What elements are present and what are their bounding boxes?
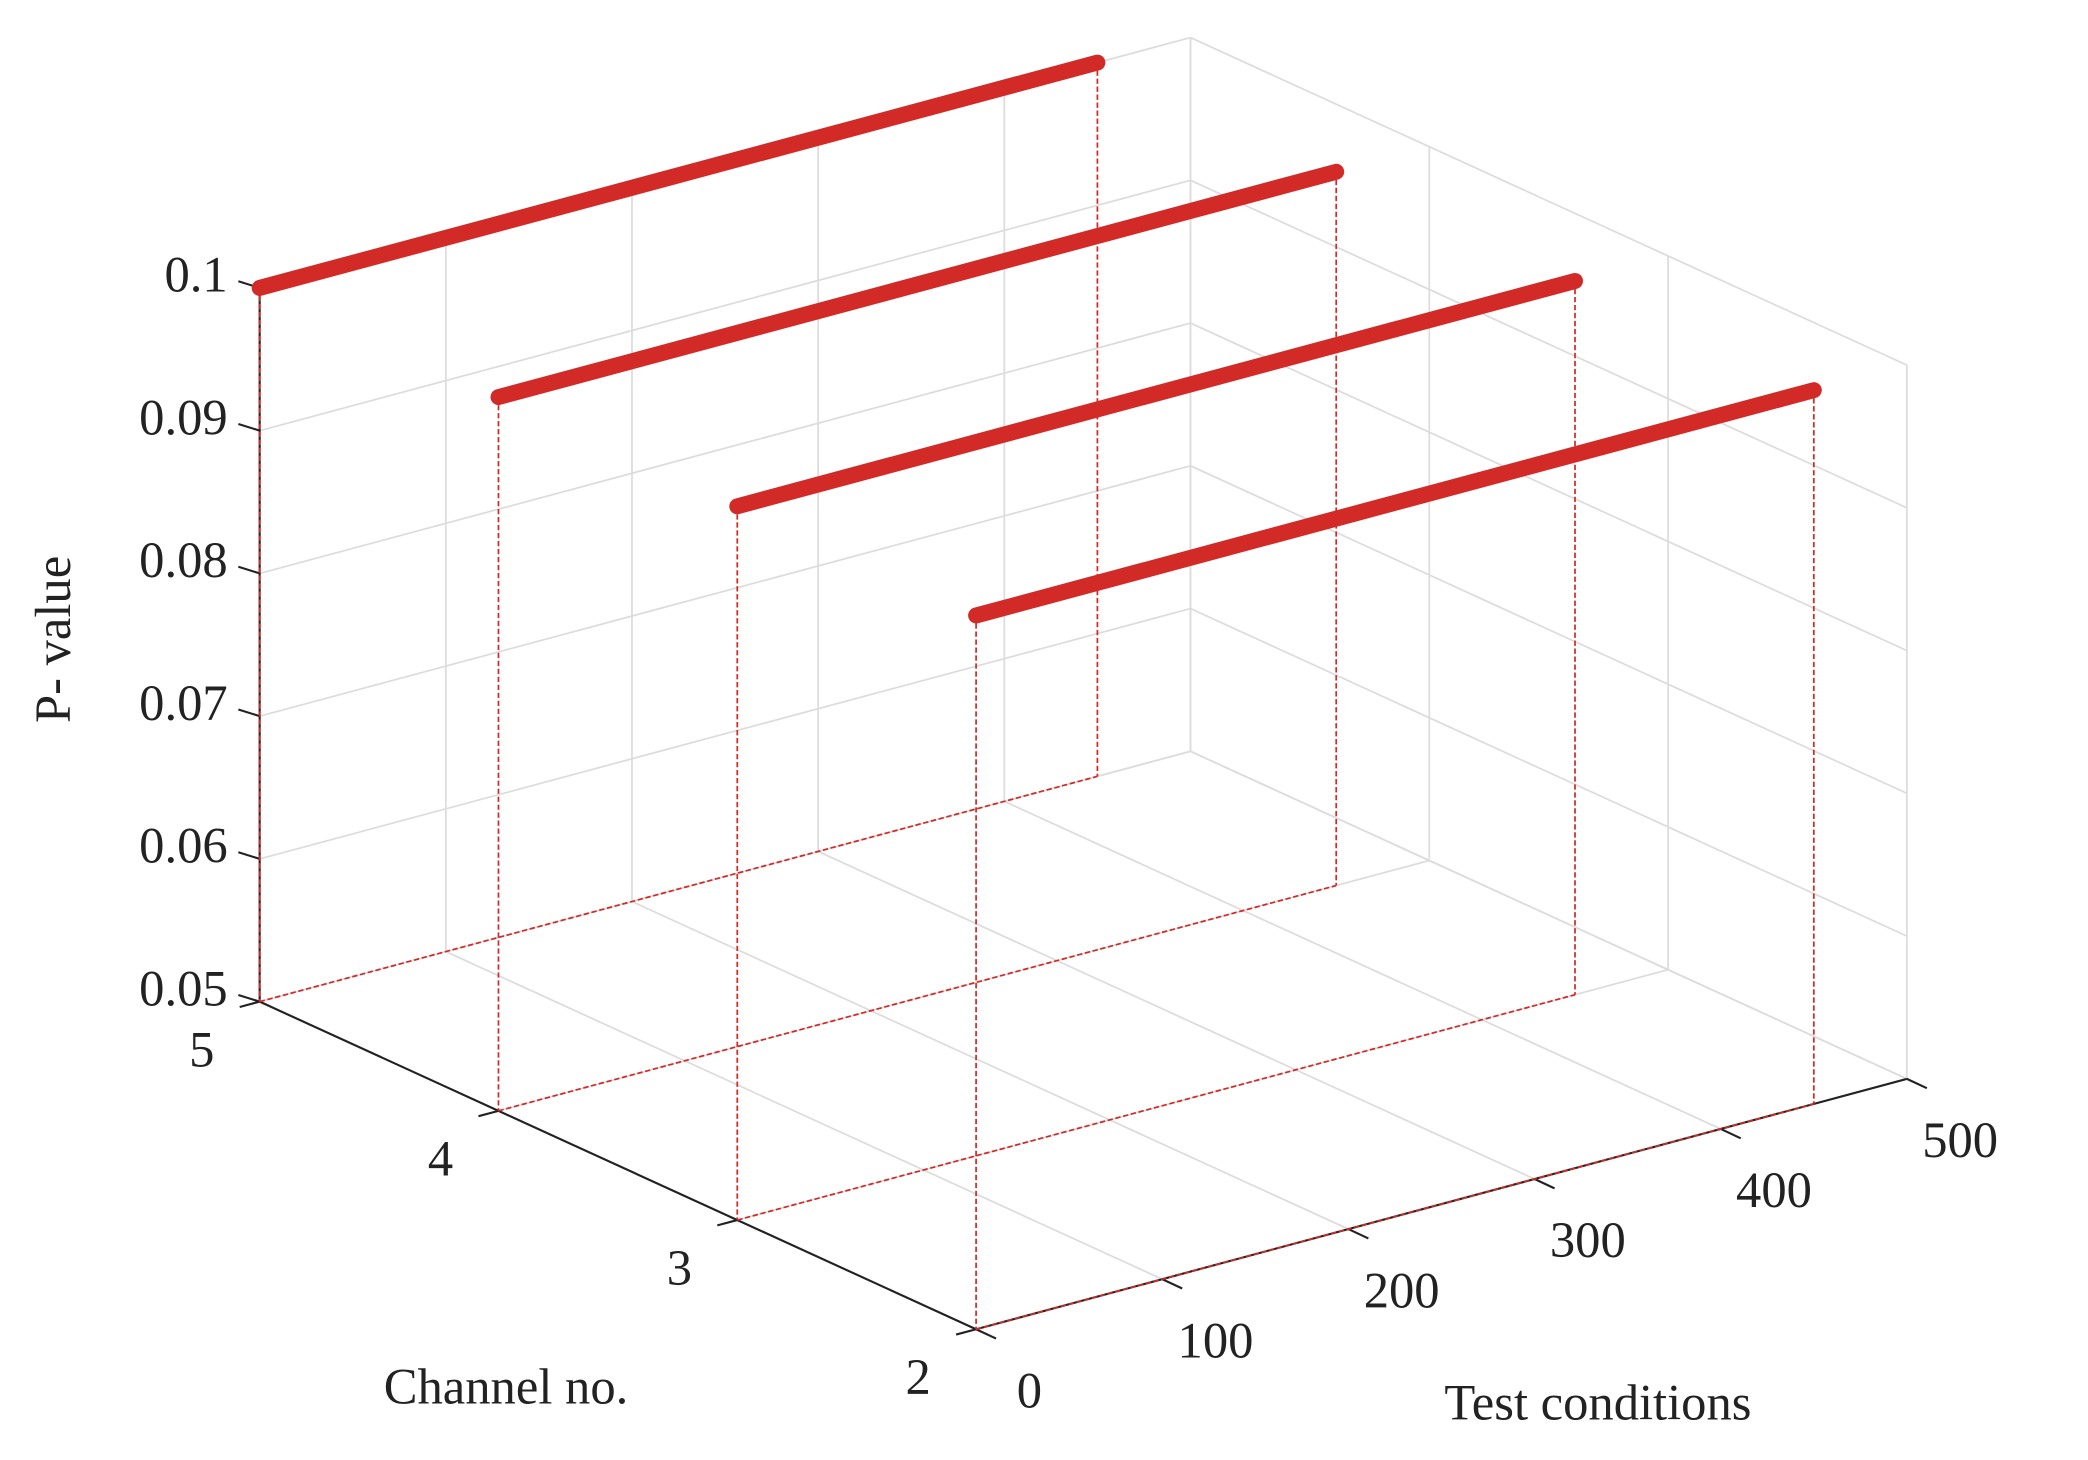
grid-line: [259, 464, 1191, 717]
grid-line: [1190, 465, 1908, 795]
grid-line: [259, 607, 1191, 860]
z-tick-label: 0.08: [139, 532, 228, 588]
y-tick: [717, 1219, 738, 1227]
y-tick-label: 4: [428, 1131, 453, 1187]
x-tick: [1347, 1228, 1369, 1240]
y-axis: [259, 1000, 977, 1331]
series-line: [968, 382, 1822, 624]
grid-line: [1190, 179, 1908, 509]
grid-line: [1003, 800, 1722, 1130]
x-tick-label: 0: [1017, 1362, 1042, 1418]
x-axis-label: Test conditions: [1444, 1374, 1751, 1430]
y-tick: [478, 1109, 499, 1118]
z-tick-label: 0.07: [139, 675, 228, 731]
z-axis-label: P- value: [25, 556, 81, 723]
x-tick-label: 200: [1364, 1262, 1440, 1318]
x-tick: [1720, 1127, 1742, 1140]
z-tick: [238, 422, 260, 432]
grid-line: [259, 322, 1191, 575]
z-tick-label: 0.09: [139, 389, 228, 445]
grid-line: [445, 950, 1163, 1280]
series-line: [490, 163, 1345, 406]
series-line: [251, 54, 1106, 296]
series-line: [729, 272, 1584, 515]
grid-line: [1190, 36, 1908, 366]
z-tick: [238, 708, 260, 718]
x-tick-label: 300: [1550, 1212, 1626, 1268]
z-tick-label: 0.1: [164, 247, 227, 303]
x-tick: [1161, 1278, 1183, 1290]
grid-line: [631, 900, 1349, 1230]
grid-line: [1190, 322, 1908, 652]
grid-line: [259, 179, 1191, 432]
floor-line: [498, 884, 1337, 1112]
floor-line: [975, 1103, 1815, 1331]
grid-line: [817, 850, 1535, 1180]
y-axis-label: Channel no.: [384, 1358, 629, 1414]
z-tick-label: 0.05: [139, 960, 228, 1016]
z-tick-label: 0.06: [139, 818, 228, 874]
z-tick: [238, 851, 260, 860]
floor-line: [259, 775, 1098, 1003]
x-tick-label: 500: [1922, 1112, 1998, 1168]
floor-line: [737, 993, 1576, 1221]
grid-line: [1190, 607, 1908, 937]
grid-line: [1190, 750, 1908, 1080]
x-tick: [1906, 1077, 1928, 1090]
z-tick: [238, 565, 260, 575]
y-tick: [239, 1000, 260, 1009]
x-tick: [1534, 1178, 1555, 1190]
x-tick-label: 100: [1178, 1312, 1254, 1368]
x-tick-label: 400: [1736, 1162, 1812, 1218]
y-tick: [955, 1328, 977, 1336]
y-tick-label: 5: [189, 1022, 214, 1078]
z-tick: [238, 993, 260, 1003]
x-tick: [975, 1328, 997, 1340]
y-tick-label: 2: [906, 1349, 931, 1405]
y-tick-label: 3: [667, 1240, 692, 1296]
